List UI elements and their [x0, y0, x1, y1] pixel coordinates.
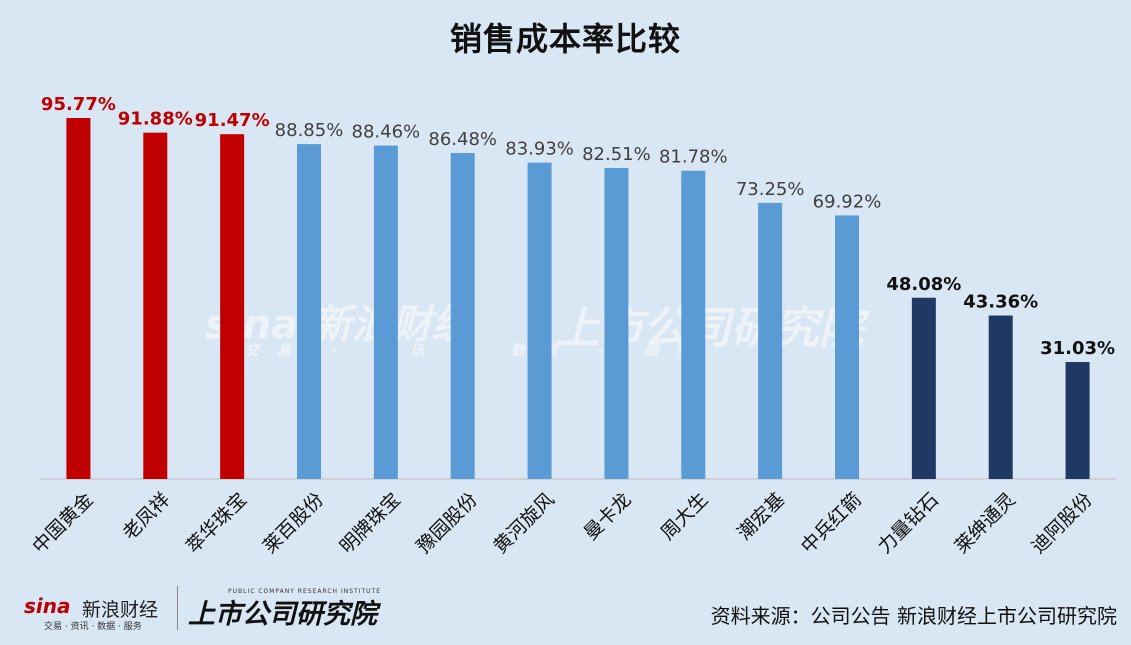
category-label-8: 周大生: [657, 489, 713, 545]
brand-subtitle: PUBLIC COMPANY RESEARCH INSTITUTE: [228, 588, 381, 595]
data-label-0: 95.77%: [41, 94, 116, 115]
bar-10: [835, 215, 859, 479]
data-label-5: 86.48%: [428, 129, 497, 150]
category-label-5: 豫园股份: [413, 489, 482, 558]
bar-5: [450, 153, 475, 479]
category-label-9: 潮宏基: [733, 489, 789, 545]
bar-3: [297, 144, 321, 479]
bar-11: [911, 297, 936, 479]
bar-6: [527, 162, 552, 480]
source-note: 资料来源：公司公告 新浪财经上市公司研究院: [710, 604, 1117, 628]
category-label-10: 中兵红箭: [797, 489, 866, 558]
data-label-4: 88.46%: [352, 122, 421, 143]
category-label-6: 黄河旋风: [489, 489, 558, 558]
data-label-6: 83.93%: [505, 139, 574, 160]
category-label-11: 力量钻石: [874, 489, 943, 558]
footer-divider: [177, 586, 178, 630]
data-label-2: 91.47%: [195, 110, 270, 131]
bar-1: [143, 132, 168, 479]
bar-13: [1065, 362, 1090, 479]
data-label-12: 43.36%: [963, 292, 1038, 313]
watermark-sina: sina 新浪财经: [205, 302, 472, 348]
data-label-7: 82.51%: [582, 144, 651, 165]
category-label-13: 迪阿股份: [1027, 489, 1096, 558]
category-label-4: 明牌珠宝: [336, 489, 405, 558]
bar-2: [220, 134, 245, 479]
data-label-10: 69.92%: [813, 191, 882, 212]
category-label-1: 老凤祥: [119, 489, 175, 545]
data-label-1: 91.88%: [118, 109, 193, 130]
data-label-9: 73.25%: [736, 179, 805, 200]
sina-logo: sina: [24, 594, 71, 618]
bar-8: [681, 170, 706, 480]
category-label-3: 莱百股份: [259, 489, 328, 558]
bar-0: [66, 118, 91, 479]
data-label-13: 31.03%: [1040, 338, 1115, 359]
category-label-0: 中国黄金: [28, 489, 97, 558]
bar-4: [373, 145, 398, 479]
category-label-2: 萃华珠宝: [182, 489, 251, 558]
chart-title: 销售成本率比较: [449, 20, 681, 58]
category-label-7: 曼卡龙: [580, 489, 636, 545]
bar-9: [758, 202, 783, 480]
data-label-11: 48.08%: [886, 274, 961, 295]
data-label-8: 81.78%: [659, 147, 728, 168]
sina-name: 新浪财经: [82, 599, 159, 621]
bar-7: [604, 167, 629, 479]
category-label-12: 莱绅通灵: [951, 489, 1020, 558]
sina-subtitle: 交易 · 资讯 · 数据 · 服务: [44, 622, 142, 632]
bar-12: [988, 315, 1013, 479]
data-label-3: 88.85%: [275, 120, 344, 141]
brand-logo: 上市公司研究院: [188, 599, 377, 630]
